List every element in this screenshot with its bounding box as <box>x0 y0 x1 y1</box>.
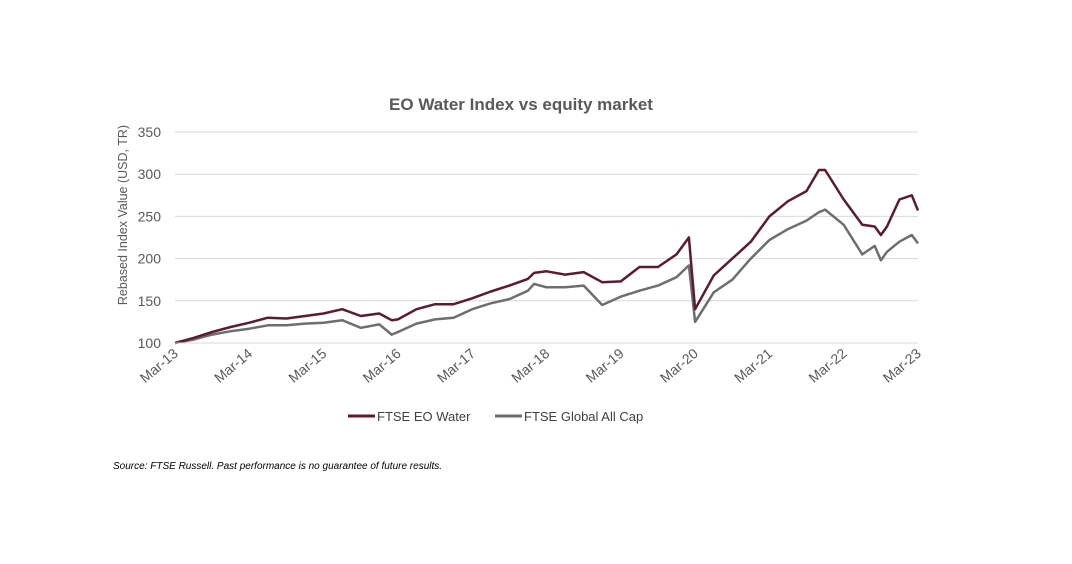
x-tick-label: Mar-14 <box>211 345 255 386</box>
series-line-0 <box>174 168 920 345</box>
x-tick-label: Mar-17 <box>434 345 478 386</box>
chart-title: EO Water Index vs equity market <box>389 95 653 114</box>
y-axis-ticks: 100 150 200 250 300 350 <box>138 124 162 351</box>
series-line-1 <box>174 208 920 345</box>
y-axis-label: Rebased Index Value (USD, TR) <box>116 125 130 305</box>
y-tick-label: 200 <box>138 251 162 267</box>
x-tick-label: Mar-15 <box>285 345 329 386</box>
x-tick-label: Mar-20 <box>657 345 701 386</box>
y-tick-label: 250 <box>138 208 162 224</box>
x-tick-label: Mar-16 <box>360 345 404 386</box>
gridlines <box>175 131 918 302</box>
x-tick-label: Mar-21 <box>731 345 775 386</box>
series-layer <box>174 168 920 345</box>
x-tick-label: Mar-19 <box>582 345 626 386</box>
legend-label: FTSE Global All Cap <box>524 409 643 424</box>
y-tick-label: 150 <box>138 293 162 309</box>
y-tick-label: 300 <box>138 166 162 182</box>
source-note: Source: FTSE Russell. Past performance i… <box>113 461 443 472</box>
x-tick-label: Mar-22 <box>805 345 849 386</box>
x-axis-ticks: Mar-13 Mar-14 Mar-15 Mar-16 Mar-17 Mar-18 Mar-… <box>137 345 924 386</box>
legend-label: FTSE EO Water <box>377 409 471 424</box>
x-tick-label: Mar-18 <box>508 345 552 386</box>
legend: FTSE EO Water FTSE Global All Cap <box>348 409 643 424</box>
y-tick-label: 350 <box>138 124 162 140</box>
y-tick-label: 100 <box>138 335 162 351</box>
x-tick-label: Mar-23 <box>880 345 924 386</box>
x-tick-label: Mar-13 <box>137 345 181 386</box>
